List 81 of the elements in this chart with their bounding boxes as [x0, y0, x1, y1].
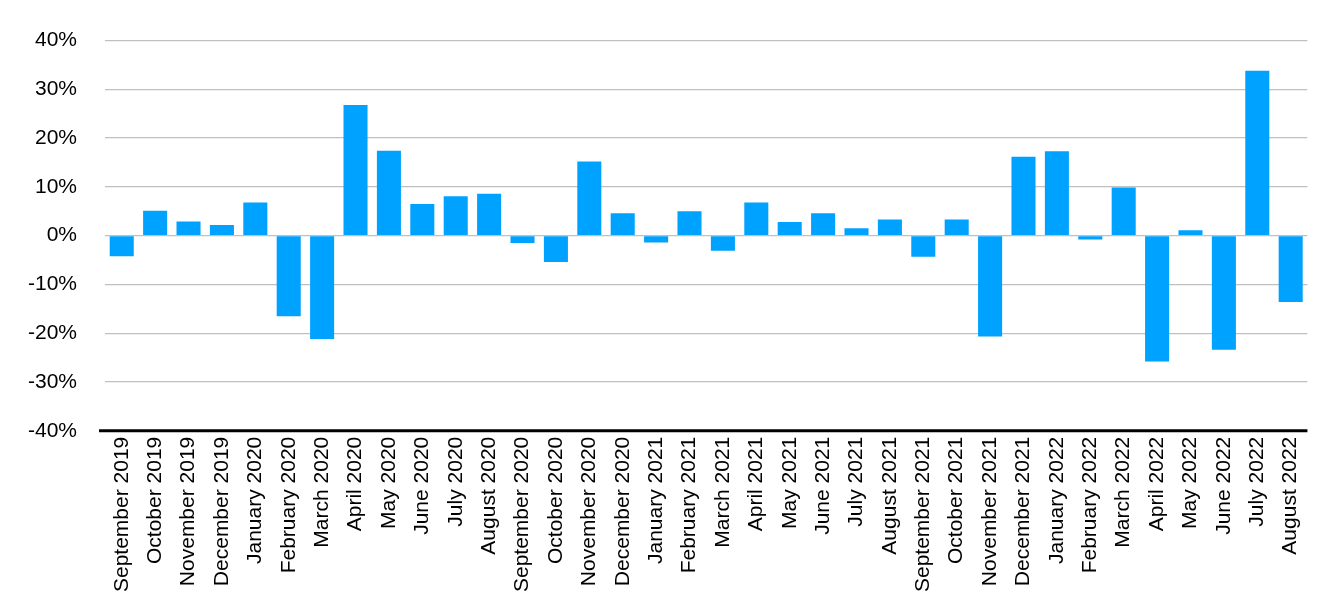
x-tick-label: November 2020 — [576, 436, 600, 587]
x-tick-label: July 2022 — [1244, 436, 1268, 527]
bar — [510, 236, 535, 243]
y-tick-label: -20% — [27, 319, 78, 343]
bar — [310, 236, 335, 340]
bar — [944, 219, 969, 236]
x-tick-label: September 2020 — [509, 436, 533, 593]
bar — [410, 203, 435, 236]
bar — [209, 224, 234, 236]
x-tick-label: February 2021 — [676, 436, 700, 574]
bar — [911, 236, 936, 257]
x-tick-label: December 2021 — [1010, 436, 1034, 587]
x-tick-label: March 2021 — [709, 436, 733, 548]
bar — [577, 161, 602, 236]
x-tick-label: September 2019 — [108, 436, 132, 593]
x-tick-label: January 2020 — [242, 436, 266, 564]
x-tick-label: August 2020 — [475, 436, 499, 555]
y-tick-label: 10% — [34, 173, 78, 197]
bar — [109, 236, 134, 257]
bar — [744, 202, 769, 236]
bar — [543, 236, 568, 262]
bar — [877, 219, 902, 236]
x-tick-label: March 2022 — [1110, 436, 1134, 548]
bar — [1178, 230, 1203, 236]
y-tick-label: -10% — [27, 271, 78, 295]
x-tick-label: April 2020 — [342, 436, 366, 532]
bar — [1145, 236, 1170, 362]
x-tick-label: March 2020 — [308, 436, 332, 548]
x-tick-label: April 2021 — [743, 436, 767, 532]
bar — [343, 104, 368, 236]
bar — [644, 236, 669, 243]
x-tick-label: July 2021 — [843, 436, 867, 527]
bar — [276, 236, 301, 317]
bar — [1111, 187, 1136, 236]
x-tick-label: December 2019 — [208, 436, 232, 587]
bar — [176, 221, 201, 236]
x-tick-label: July 2020 — [442, 436, 466, 527]
bar — [1211, 236, 1236, 350]
bar — [811, 213, 836, 236]
x-tick-label: June 2021 — [809, 436, 833, 535]
y-tick-label: -40% — [27, 417, 78, 441]
bar — [1078, 236, 1103, 240]
y-tick-label: -30% — [27, 368, 78, 392]
bar — [978, 236, 1003, 337]
y-tick-label: 20% — [34, 124, 78, 148]
x-tick-label: January 2021 — [642, 436, 666, 564]
x-tick-label: February 2020 — [275, 436, 299, 574]
y-tick-label: 30% — [34, 76, 78, 100]
bar — [710, 236, 735, 251]
x-tick-label: November 2019 — [175, 436, 199, 587]
x-tick-label: October 2021 — [943, 436, 967, 564]
x-tick-label: September 2021 — [910, 436, 934, 593]
x-tick-label: August 2022 — [1277, 436, 1301, 555]
bar — [143, 210, 168, 236]
x-tick-label: August 2021 — [876, 436, 900, 555]
x-tick-label: December 2020 — [609, 436, 633, 587]
bar — [477, 193, 502, 236]
x-tick-label: November 2021 — [976, 436, 1000, 587]
bar — [376, 150, 401, 236]
bar — [1044, 151, 1069, 236]
bar — [243, 202, 268, 236]
x-tick-label: April 2022 — [1143, 436, 1167, 532]
bar — [1245, 70, 1270, 236]
x-tick-label: October 2020 — [542, 436, 566, 564]
x-tick-label: February 2022 — [1077, 436, 1101, 574]
x-tick-label: January 2022 — [1043, 436, 1067, 564]
x-tick-label: May 2022 — [1177, 436, 1201, 529]
bar — [677, 211, 702, 236]
bar — [777, 222, 802, 236]
y-tick-label: 0% — [46, 222, 78, 246]
bar — [610, 213, 635, 236]
x-tick-label: May 2021 — [776, 436, 800, 529]
y-tick-label: 40% — [34, 27, 78, 51]
bar — [1278, 236, 1303, 302]
x-tick-label: October 2019 — [141, 436, 165, 564]
bar — [844, 228, 869, 236]
x-tick-label: June 2020 — [409, 436, 433, 535]
x-tick-label: June 2022 — [1210, 436, 1234, 535]
bar — [1011, 156, 1036, 236]
x-tick-label: May 2020 — [375, 436, 399, 529]
bar — [443, 196, 468, 236]
